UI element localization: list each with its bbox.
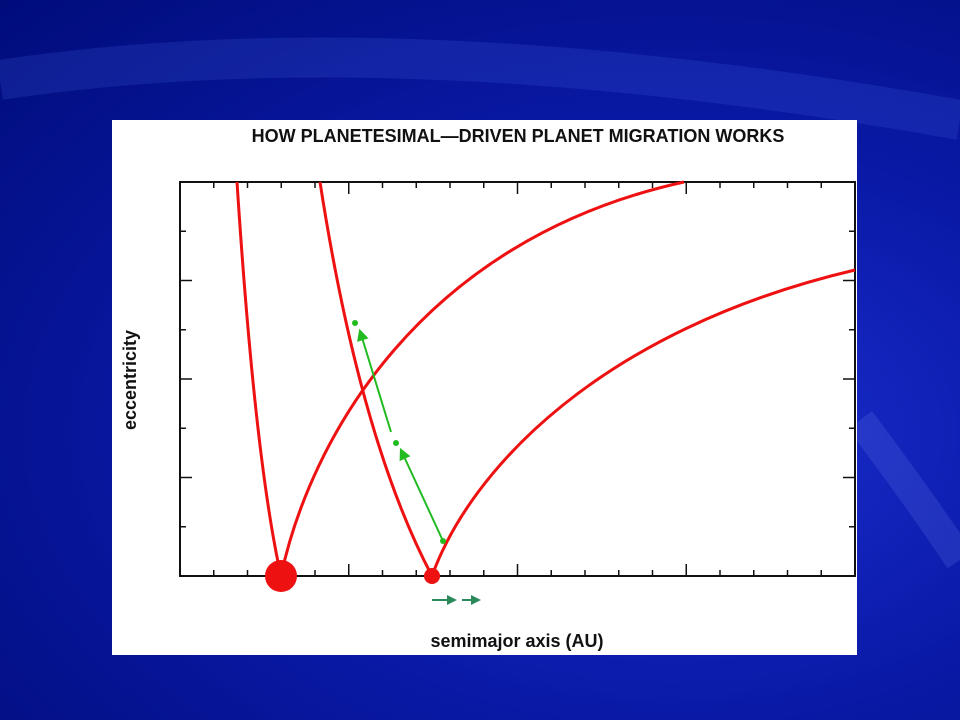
planetesimal (393, 440, 399, 446)
planetesimal (440, 538, 446, 544)
figure-title: HOW PLANETESIMAL—DRIVEN PLANET MIGRATION… (252, 126, 785, 146)
y-axis-label: eccentricity (120, 330, 140, 430)
curve (318, 181, 434, 577)
curve (279, 180, 685, 577)
x-axis-label: semimajor axis (AU) (430, 631, 603, 651)
figure-panel (112, 120, 857, 655)
planetesimal (352, 320, 358, 326)
scatter-arrows (357, 328, 444, 542)
planet-large (265, 560, 297, 592)
arrow (357, 328, 392, 433)
curves (235, 180, 856, 577)
curve (430, 268, 856, 577)
planetesimals (352, 320, 446, 544)
background-streaks (0, 37, 960, 569)
arrow (399, 447, 444, 542)
planet-small (424, 568, 440, 584)
curve (235, 181, 283, 577)
